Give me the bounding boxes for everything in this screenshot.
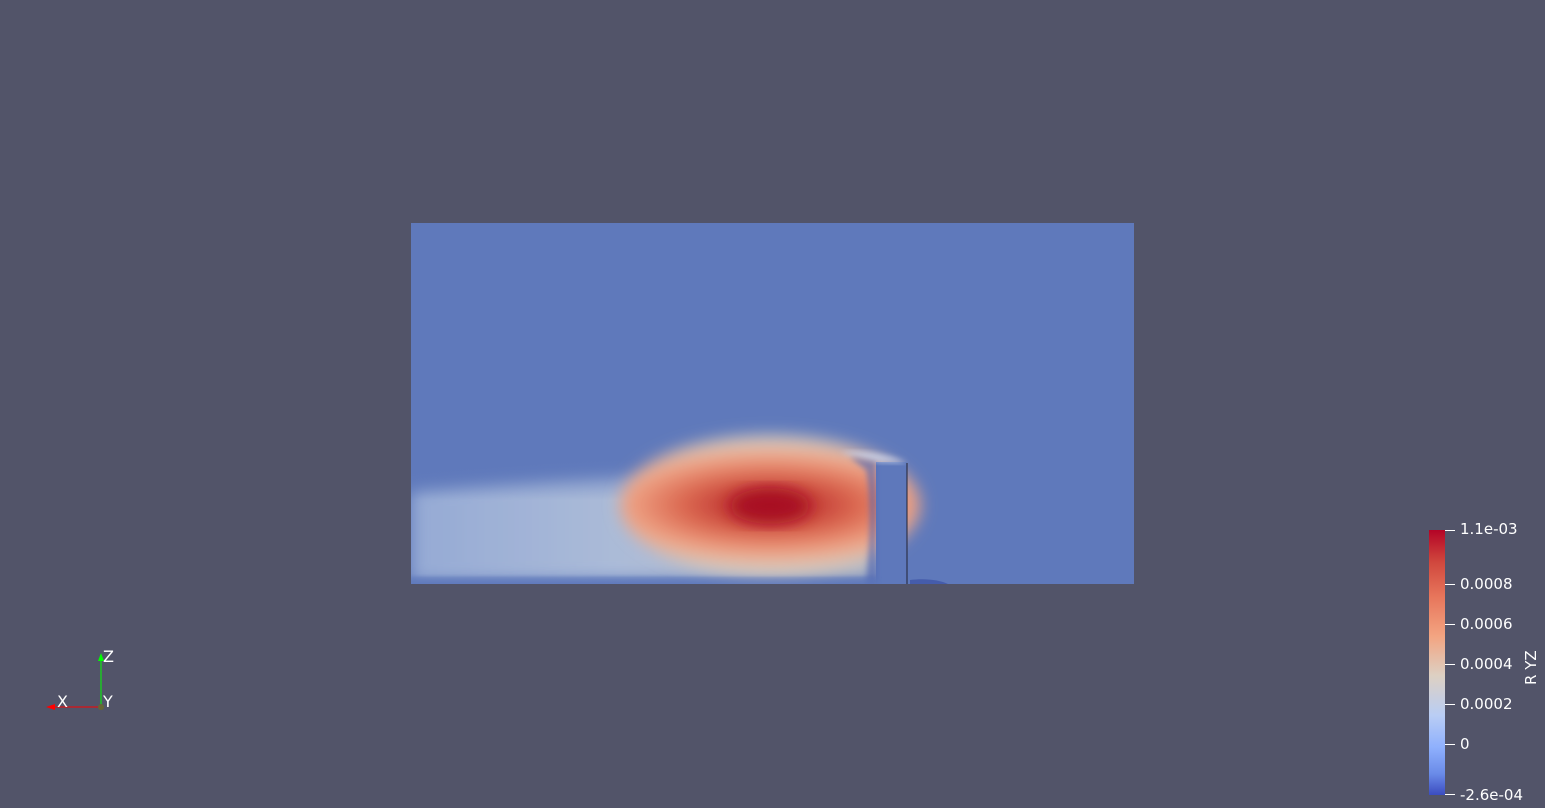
obstacle-block xyxy=(876,462,907,584)
axis-label-y: Y xyxy=(103,692,113,711)
tick-mark xyxy=(1445,584,1455,585)
x-axis-arrow xyxy=(46,704,55,710)
tick-label: 0.0006 xyxy=(1460,615,1513,633)
tick-label: 0 xyxy=(1460,735,1470,753)
tick-mark xyxy=(1445,704,1455,705)
tick-mark xyxy=(1445,624,1455,625)
tick-mark xyxy=(1445,744,1455,745)
tick-label: 0.0002 xyxy=(1460,695,1513,713)
tick-label-min: -2.6e-04 xyxy=(1460,786,1523,804)
axis-label-z: Z xyxy=(103,647,114,666)
tick-label: 0.0008 xyxy=(1460,575,1513,593)
z-axis-arrow xyxy=(98,653,104,661)
tick-mark-min xyxy=(1445,794,1455,795)
orientation-axes xyxy=(46,653,104,710)
tick-label: 0.0004 xyxy=(1460,655,1513,673)
tick-label-max: 1.1e-03 xyxy=(1460,520,1518,538)
scalar-bar-title: R YZ xyxy=(1522,650,1540,685)
tick-mark-max xyxy=(1445,530,1455,531)
field-domain xyxy=(411,223,1134,584)
axis-label-x: X xyxy=(57,692,68,711)
tick-mark xyxy=(1445,664,1455,665)
colorbar-gradient xyxy=(1429,530,1445,795)
y-axis-dot xyxy=(98,704,104,710)
obstacle-edge-highlight xyxy=(840,451,907,463)
